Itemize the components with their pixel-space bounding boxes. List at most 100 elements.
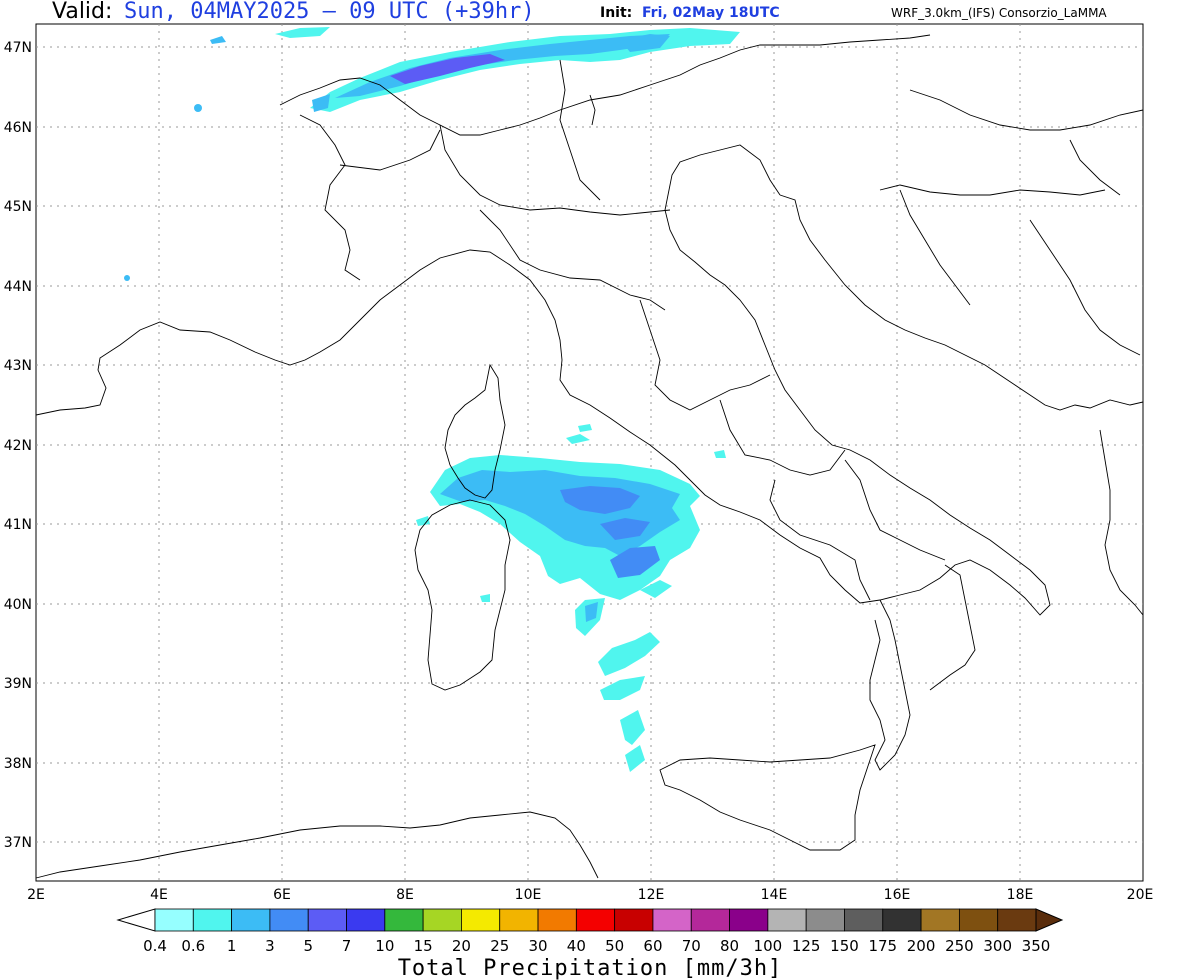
corsica [444,363,506,499]
colorbar-swatch [499,908,539,932]
colorbar-level-label: 20 [452,937,471,955]
lat-label: 46N [4,120,32,136]
lon-label: 4E [150,887,168,903]
colorbar-level-label: 200 [907,937,936,955]
italy-regions-6 [719,399,846,476]
colorbar-level-label: 40 [567,937,586,955]
italy-regions-4 [559,59,601,201]
colorbar-level-label: 0.4 [143,937,167,955]
colorbar-swatch [805,908,845,932]
colorbar-level-label: 25 [490,937,509,955]
colorbar-level-label: 0.6 [181,937,205,955]
precip-streak-12 [480,594,490,602]
apulia-south [929,564,976,691]
colorbar-swatch [614,908,654,932]
colorbar-swatch [269,908,309,932]
colorbar-title: Total Precipitation [mm/3h] [398,956,783,980]
precip-dot-2 [124,275,130,281]
colorbar-level-label: 10 [375,937,394,955]
colorbar-level-label: 70 [682,937,701,955]
colorbar-level-label: 125 [792,937,821,955]
colorbar-swatch [729,908,769,932]
colorbar-level-label: 30 [528,937,547,955]
lat-label: 44N [4,279,32,295]
colorbar-swatch [537,908,577,932]
lon-label: 12E [638,887,665,903]
colorbar-level-label: 175 [868,937,897,955]
italy-regions-8 [844,459,946,561]
lat-label: 45N [4,199,32,215]
colorbar-level-label: 1 [227,937,237,955]
precip-tyrrhenian-heavy2 [600,518,650,540]
lon-label: 14E [761,887,788,903]
valid-time: Sun, 04MAY2025 – 09 UTC (+39hr) [124,0,535,24]
precip-tyrrhenian-heavy [560,486,640,514]
longitude-labels: 2E 4E 6E 8E 10E 12E 14E 16E 18E 20E [27,887,1153,903]
lat-label: 47N [4,40,32,56]
italy-regions-5 [639,299,771,411]
france-coast [35,144,1051,616]
lat-label: 38N [4,756,32,772]
precip-streak-5 [620,710,645,745]
africa-coast [35,811,599,879]
lon-label: 8E [396,887,414,903]
colorbar-swatch [997,908,1037,932]
colorbar-swatch [767,908,807,932]
precip-alps-nw [275,27,330,38]
lat-label: 42N [4,438,32,454]
lon-label: 16E [884,887,911,903]
precip-streak-4 [600,676,645,700]
italy-regions-3 [479,209,666,311]
sicily [659,744,876,851]
lat-label: 43N [4,358,32,374]
precip-alps-ne [620,34,670,52]
balkans-1 [879,184,1106,196]
sardinia [414,499,511,691]
lon-label: 6E [273,887,291,903]
italy-regions-2 [339,129,441,171]
colorbar-swatch [652,908,692,932]
colorbar-left-arrow [116,908,156,932]
lon-label: 2E [27,887,45,903]
colorbar-swatch [231,908,271,932]
colorbar-swatch [422,908,462,932]
colorbar-swatch [920,908,960,932]
precipitation-areas [124,27,740,772]
alps-border [279,34,931,136]
lat-label: 40N [4,597,32,613]
colorbar-level-label: 250 [945,937,974,955]
colorbar-level-label: 350 [1022,937,1051,955]
colorbar-swatch [154,908,194,932]
colorbar-swatch [958,908,999,932]
precip-streak-8 [566,434,590,444]
colorbar-level-label: 3 [265,937,275,955]
croatia-coast [779,194,1144,411]
colorbar-swatch [575,908,616,932]
lat-label: 39N [4,676,32,692]
colorbar-level-label: 60 [643,937,662,955]
balkans-5 [1069,139,1121,196]
colorbar-level-label: 5 [303,937,313,955]
colorbar: 0.4 0.6 1 3 5 7 10 15 20 25 30 40 50 60 70 80 100 125 150 1… [116,908,1064,980]
precip-south-med [610,546,660,578]
colorbar-swatch [690,908,730,932]
precip-streak-10 [714,450,726,458]
precip-streak-3 [598,632,660,676]
colorbar-swatch [307,908,347,932]
colorbar-swatch [844,908,884,932]
italy-regions-1 [439,124,671,216]
precip-alps-speck [210,36,226,44]
precip-alps-heavy [390,54,505,84]
italy-regions-7 [769,479,871,601]
lon-label: 10E [515,887,542,903]
lon-label: 18E [1007,887,1034,903]
colorbar-level-label: 15 [414,937,433,955]
italy-north-border [299,114,361,281]
lon-label: 20E [1127,887,1154,903]
precip-streak-9 [578,424,592,432]
lat-label: 37N [4,835,32,851]
colorbar-swatch [461,908,501,932]
colorbar-level-label: 80 [720,937,739,955]
balkans-2 [899,189,971,306]
precip-streak-6 [625,745,645,772]
